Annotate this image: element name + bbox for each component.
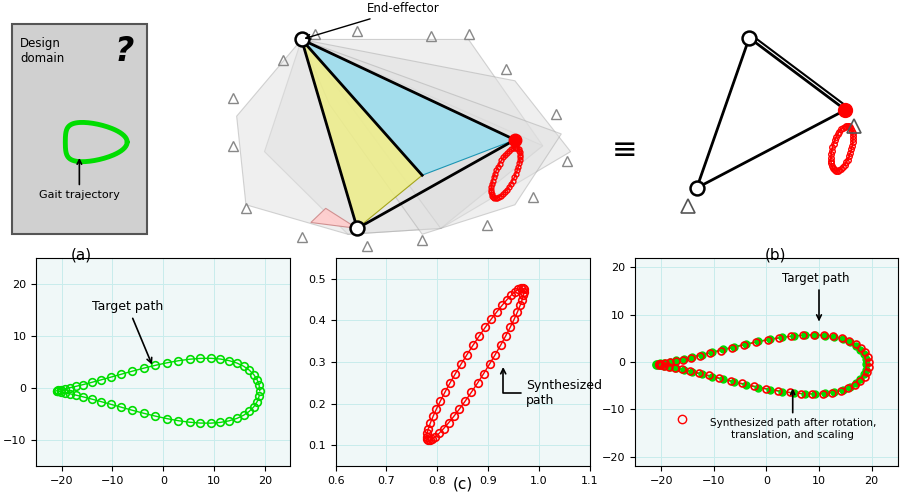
Text: (b): (b) — [765, 248, 786, 263]
Text: Target path: Target path — [782, 272, 850, 319]
Text: Synthesized
path: Synthesized path — [501, 369, 602, 407]
Polygon shape — [301, 40, 571, 228]
Text: Target path: Target path — [93, 300, 163, 363]
Text: ?: ? — [114, 35, 134, 68]
Polygon shape — [265, 40, 542, 234]
Text: $\equiv$: $\equiv$ — [606, 134, 637, 163]
Polygon shape — [311, 208, 357, 228]
FancyBboxPatch shape — [12, 24, 147, 234]
Text: Gait trajectory: Gait trajectory — [39, 160, 120, 200]
Polygon shape — [301, 40, 422, 228]
Text: (a): (a) — [71, 248, 93, 263]
Polygon shape — [237, 40, 542, 234]
Polygon shape — [301, 40, 515, 175]
Text: Design
domain: Design domain — [20, 37, 64, 65]
Text: End-effector: End-effector — [306, 2, 440, 39]
Polygon shape — [301, 40, 561, 234]
Text: (c): (c) — [453, 476, 473, 491]
Text: Synthesized path after rotation,
translation, and scaling: Synthesized path after rotation, transla… — [709, 390, 876, 440]
